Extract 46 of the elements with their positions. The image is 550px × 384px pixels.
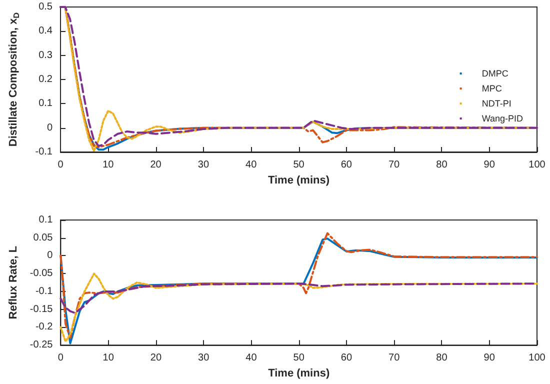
x-tick-label: 0 [58, 160, 64, 170]
y-tick-label: -0.25 [30, 340, 54, 351]
y-tick-label: 0.1 [38, 214, 54, 226]
line-series [60, 272, 538, 343]
x-tick-label: 50 [293, 160, 305, 170]
y-tick-label: 0 [47, 250, 54, 262]
y-tick-label: 0.05 [33, 232, 54, 244]
y-axis-title: Distillate Composition, xD [8, 12, 21, 147]
x-tick-label: 30 [198, 160, 210, 170]
x-tick-label: 0 [58, 352, 64, 364]
x-tick-label: 10 [102, 160, 114, 170]
x-tick-label: 100 [528, 352, 546, 364]
y-tick-label: -0.1 [35, 286, 54, 297]
legend-label: MPC [482, 84, 502, 94]
y-tick-label: 0.2 [38, 74, 53, 85]
legend-label: DMPC [482, 68, 509, 78]
y-axis-title: Reflux Rate, L [8, 246, 20, 320]
x-axis-title: Time (mins) [268, 368, 330, 380]
x-tick-label: 60 [340, 352, 352, 364]
x-tick-label: 80 [436, 160, 448, 170]
legend-label: Wang-PID [482, 114, 524, 124]
x-tick-label: 70 [388, 352, 400, 364]
x-tick-label: 10 [102, 352, 114, 364]
y-tick-label: -0.05 [30, 268, 54, 280]
x-tick-label: 100 [528, 160, 546, 170]
y-tick-label: -0.15 [30, 304, 54, 315]
y-tick-label: 0.1 [38, 98, 53, 110]
x-tick-label: 90 [484, 352, 496, 364]
x-tick-label: 70 [388, 160, 400, 170]
x-tick-label: 50 [293, 352, 305, 364]
x-tick-label: 80 [436, 352, 448, 364]
x-tick-label: 30 [198, 352, 210, 364]
y-tick-label: 0.3 [38, 50, 53, 61]
y-tick-label: 0 [46, 122, 53, 134]
legend-label: NDT-PI [482, 98, 512, 108]
x-tick-label: 20 [150, 160, 162, 170]
y-tick-label: -0.2 [35, 322, 54, 333]
y-tick-label: 0.5 [38, 2, 53, 12]
x-tick-label: 20 [150, 352, 162, 364]
x-tick-label: 60 [340, 160, 352, 170]
x-tick-label: 40 [246, 160, 258, 170]
y-tick-label: -0.1 [35, 146, 53, 158]
x-tick-label: 90 [484, 160, 496, 170]
x-tick-label: 40 [246, 352, 258, 364]
x-axis-title: Time (mins) [268, 174, 330, 186]
y-tick-label: 0.4 [38, 26, 53, 37]
